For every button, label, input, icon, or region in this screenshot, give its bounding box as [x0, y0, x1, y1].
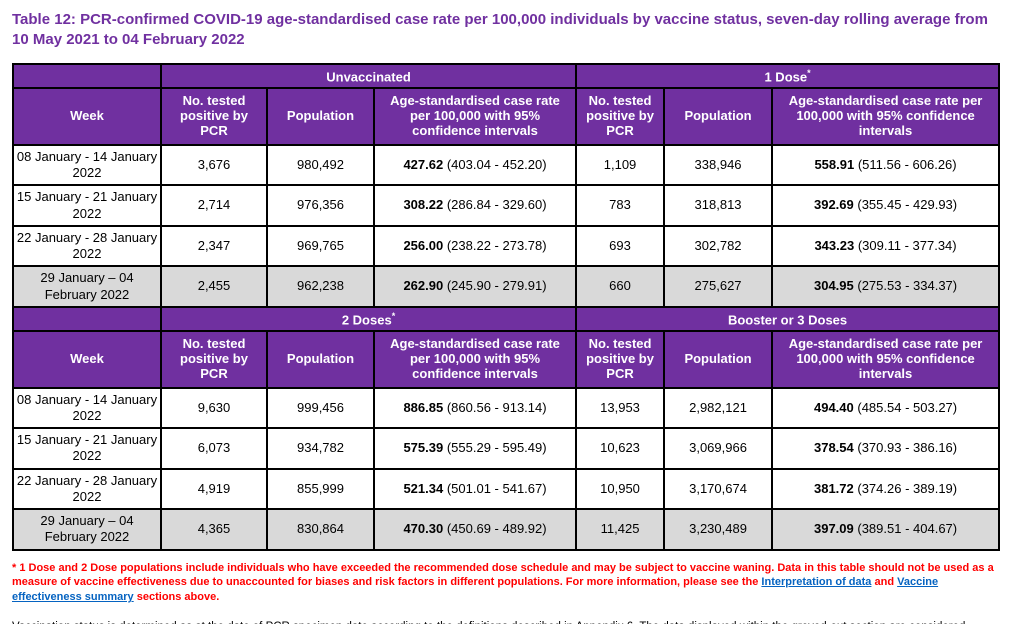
table-row: 08 January - 14 January 2022 9,630 999,4… — [12, 386, 1001, 430]
positive-cell: 4,919 — [160, 467, 268, 511]
population-cell: 3,069,966 — [663, 427, 774, 470]
population-cell: 969,765 — [266, 224, 375, 268]
table-row: 22 January - 28 January 2022 2,347 969,7… — [12, 224, 1001, 268]
positive-cell: 10,950 — [575, 467, 666, 511]
rate-cell: 304.95 (275.53 - 334.37) — [771, 265, 1001, 308]
population-header: Population — [663, 87, 774, 146]
week-cell: 08 January - 14 January 2022 — [12, 143, 162, 187]
table-row-preliminary: 29 January – 04 February 2022 4,365 830,… — [12, 508, 1001, 551]
positive-cell: 4,365 — [160, 508, 268, 551]
footnote-methodology: Vaccination status is determined as at t… — [12, 620, 998, 624]
rate-cell: 343.23 (309.11 - 377.34) — [771, 224, 1001, 268]
population-cell: 3,170,674 — [663, 467, 774, 511]
rate-cell: 470.30 (450.69 - 489.92) — [372, 508, 578, 551]
band-spacer-cell — [12, 305, 162, 332]
positive-cell: 660 — [575, 265, 666, 308]
table-row: 15 January - 21 January 2022 2,714 976,3… — [12, 184, 1001, 227]
positive-cell: 2,347 — [160, 224, 268, 268]
rate-cell: 558.91 (511.56 - 606.26) — [771, 143, 1001, 187]
population-cell: 275,627 — [663, 265, 774, 308]
interpretation-of-data-link[interactable]: Interpretation of data — [761, 576, 872, 589]
rate-cell: 262.90 (245.90 - 279.91) — [372, 265, 578, 308]
population-cell: 855,999 — [266, 467, 375, 511]
group-header-1-dose: 1 Dose* — [575, 63, 1001, 89]
population-cell: 976,356 — [266, 184, 375, 227]
positive-cell: 13,953 — [575, 386, 666, 430]
population-cell: 318,813 — [663, 184, 774, 227]
rate-cell: 381.72 (374.26 - 389.19) — [771, 467, 1001, 511]
group-band-row: Unvaccinated 1 Dose* — [12, 63, 1001, 89]
footnote-dose-warning: * 1 Dose and 2 Dose populations include … — [12, 561, 994, 604]
week-cell: 29 January – 04 February 2022 — [12, 508, 162, 551]
group-header-2-doses: 2 Doses* — [159, 305, 578, 332]
column-header-row: Week No. tested positive by PCR Populati… — [12, 87, 1001, 146]
population-header: Population — [266, 329, 375, 389]
positive-cell: 1,109 — [575, 143, 666, 187]
positive-cell: 2,714 — [160, 184, 268, 227]
positive-cell: 11,425 — [575, 508, 666, 551]
positive-cell: 693 — [575, 224, 666, 268]
positive-cell: 3,676 — [160, 143, 268, 187]
week-cell: 22 January - 28 January 2022 — [12, 224, 162, 268]
table-title: Table 12: PCR-confirmed COVID-19 age-sta… — [12, 11, 988, 48]
population-cell: 338,946 — [663, 143, 774, 187]
rate-header: Age-standardised case rate per 100,000 w… — [771, 87, 1001, 146]
population-cell: 3,230,489 — [663, 508, 774, 551]
table-row: 15 January - 21 January 2022 6,073 934,7… — [12, 427, 1001, 470]
population-cell: 999,456 — [266, 386, 375, 430]
population-cell: 830,864 — [266, 508, 375, 551]
rate-cell: 521.34 (501.01 - 541.67) — [372, 467, 578, 511]
population-cell: 980,492 — [266, 143, 375, 187]
rate-header: Age-standardised case rate per 100,000 w… — [771, 329, 1001, 389]
table-row: 08 January - 14 January 2022 3,676 980,4… — [12, 143, 1001, 187]
positive-cell: 6,073 — [160, 427, 268, 470]
rate-cell: 378.54 (370.93 - 386.16) — [771, 427, 1001, 470]
positive-header: No. tested positive by PCR — [160, 329, 268, 389]
table-row: 22 January - 28 January 2022 4,919 855,9… — [12, 467, 1001, 511]
week-cell: 22 January - 28 January 2022 — [12, 467, 162, 511]
rate-cell: 494.40 (485.54 - 503.27) — [771, 386, 1001, 430]
week-header: Week — [12, 87, 162, 146]
rate-cell: 886.85 (860.56 - 913.14) — [372, 386, 578, 430]
group-band-row: 2 Doses* Booster or 3 Doses — [12, 305, 1001, 332]
table-row-preliminary: 29 January – 04 February 2022 2,455 962,… — [12, 265, 1001, 308]
week-cell: 29 January – 04 February 2022 — [12, 265, 162, 308]
positive-header: No. tested positive by PCR — [575, 87, 666, 146]
rate-header: Age-standardised case rate per 100,000 w… — [372, 87, 578, 146]
week-header: Week — [12, 329, 162, 389]
rate-cell: 308.22 (286.84 - 329.60) — [372, 184, 578, 227]
column-header-row: Week No. tested positive by PCR Populati… — [12, 329, 1001, 389]
positive-cell: 10,623 — [575, 427, 666, 470]
rate-cell: 575.39 (555.29 - 595.49) — [372, 427, 578, 470]
group-header-booster: Booster or 3 Doses — [575, 305, 1001, 332]
positive-cell: 9,630 — [160, 386, 268, 430]
positive-header: No. tested positive by PCR — [575, 329, 666, 389]
case-rate-table: Unvaccinated 1 Dose* Week No. tested pos… — [12, 63, 1001, 551]
population-cell: 962,238 — [266, 265, 375, 308]
population-header: Population — [266, 87, 375, 146]
population-cell: 934,782 — [266, 427, 375, 470]
population-cell: 302,782 — [663, 224, 774, 268]
week-cell: 15 January - 21 January 2022 — [12, 427, 162, 470]
rate-header: Age-standardised case rate per 100,000 w… — [372, 329, 578, 389]
positive-cell: 2,455 — [160, 265, 268, 308]
rate-cell: 256.00 (238.22 - 273.78) — [372, 224, 578, 268]
rate-cell: 392.69 (355.45 - 429.93) — [771, 184, 1001, 227]
positive-cell: 783 — [575, 184, 666, 227]
rate-cell: 427.62 (403.04 - 452.20) — [372, 143, 578, 187]
week-cell: 15 January - 21 January 2022 — [12, 184, 162, 227]
population-header: Population — [663, 329, 774, 389]
population-cell: 2,982,121 — [663, 386, 774, 430]
positive-header: No. tested positive by PCR — [160, 87, 268, 146]
group-header-unvaccinated: Unvaccinated — [159, 63, 578, 89]
vaccine-effectiveness-summary-link[interactable]: Vaccine effectiveness summary — [12, 576, 939, 604]
rate-cell: 397.09 (389.51 - 404.67) — [771, 508, 1001, 551]
week-cell: 08 January - 14 January 2022 — [12, 386, 162, 430]
band-spacer-cell — [12, 63, 162, 89]
